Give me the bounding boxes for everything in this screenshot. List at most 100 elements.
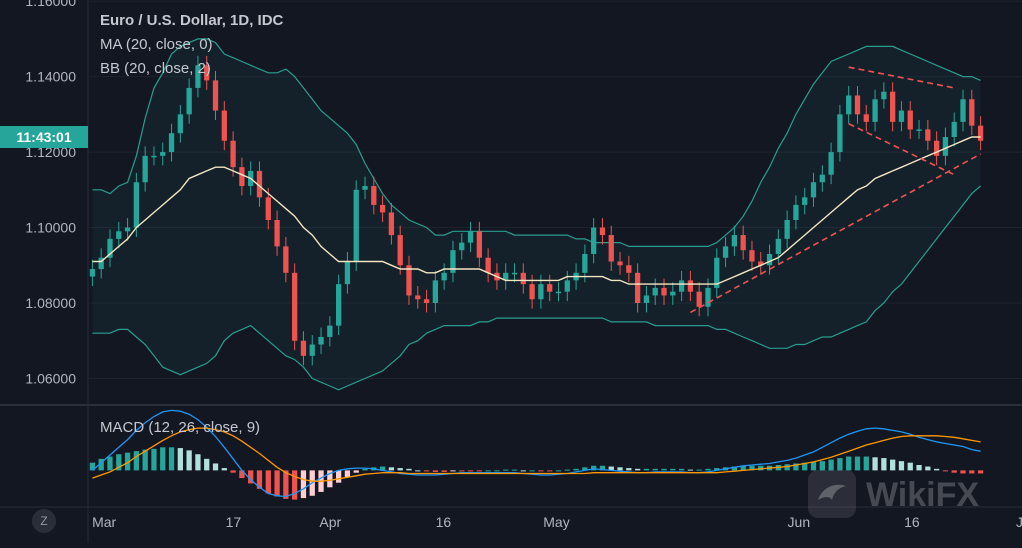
candle-body [819, 174, 825, 183]
macd-histogram-bar [846, 456, 852, 471]
macd-histogram-bar [388, 467, 395, 471]
macd-histogram-bar [467, 470, 474, 472]
macd-histogram-bar [977, 470, 984, 474]
macd-histogram-bar [529, 470, 535, 472]
candle-body [344, 261, 351, 285]
ma-line [92, 136, 981, 285]
bb-upper-line [92, 38, 981, 247]
candle-body [564, 280, 570, 292]
macd-histogram-bar [423, 470, 430, 472]
macd-histogram-bar [221, 468, 227, 471]
candle-body [371, 186, 377, 205]
macd-histogram-bar [476, 470, 482, 472]
y-tick-label-4: 1.14000 [25, 69, 76, 85]
candle-body [678, 280, 685, 292]
macd-histogram-bar [450, 470, 456, 472]
macd-histogram-bar [327, 470, 333, 488]
macd-histogram-bar [555, 470, 562, 472]
macd-histogram-bar [802, 462, 808, 471]
trendline-flag-upper [848, 66, 955, 89]
candle-body [89, 269, 96, 277]
candle-body [335, 284, 342, 326]
macd-histogram-bar [459, 470, 465, 472]
macd-histogram-bar [890, 459, 896, 471]
candle-body [511, 272, 518, 275]
candle-body [758, 261, 764, 266]
macd-histogram-bar [239, 470, 245, 479]
macd-histogram-bar [107, 456, 113, 471]
candle-body [705, 287, 711, 307]
macd-histogram-bar [863, 456, 869, 471]
zoom-button[interactable]: Z [32, 509, 56, 533]
macd-histogram-bar [503, 469, 509, 471]
bb-fill [92, 38, 981, 390]
candle-body [907, 110, 913, 130]
candle-body [933, 140, 940, 156]
macd-histogram-bar [960, 470, 966, 474]
candle-body [670, 291, 676, 296]
candle-body [793, 204, 799, 220]
candle-body [292, 272, 298, 341]
macd-histogram-bar [160, 447, 166, 471]
candle-body [696, 291, 702, 307]
candle-body [810, 182, 817, 198]
candle-body [766, 253, 773, 266]
trendline-lower [690, 153, 981, 314]
candle-body [599, 227, 606, 236]
candle-body [608, 235, 614, 262]
macd-legend: MACD (12, 26, close, 9) [100, 419, 261, 436]
candle-body [124, 227, 131, 232]
candle-body [116, 231, 122, 239]
macd-histogram-bar [256, 470, 263, 489]
macd-histogram-bar [582, 467, 588, 471]
y-tick-label-1: 1.08000 [25, 295, 76, 311]
candle-body [837, 114, 843, 153]
macd-histogram-bar [248, 470, 254, 484]
candle-body [925, 129, 931, 141]
macd-histogram-bar [925, 466, 931, 471]
candle-body [538, 284, 544, 300]
macd-histogram-bar [661, 468, 667, 471]
candle-body [204, 65, 210, 81]
macd-histogram-bar [898, 461, 905, 471]
y-tick-label-2: 1.10000 [25, 220, 76, 236]
candle-body [432, 280, 439, 304]
candle-body [230, 140, 236, 168]
macd-histogram-bar [810, 461, 817, 471]
macd-histogram-bar [634, 468, 641, 471]
candle-body [846, 95, 852, 115]
candle-body [591, 227, 597, 254]
macd-histogram-bar [265, 470, 271, 494]
candle-body [969, 99, 975, 126]
candle-body [212, 80, 219, 111]
macd-histogram-bar [124, 452, 131, 471]
macd-histogram-bar [344, 470, 351, 478]
candle-body [485, 257, 491, 273]
candle-body [186, 87, 192, 115]
candle-body [195, 65, 201, 88]
bb-lower-line [92, 185, 981, 391]
candle-body [300, 340, 307, 356]
macd-histogram-bar [942, 470, 949, 472]
candle-body [423, 299, 430, 304]
x-tick-label-7: Jul [1016, 514, 1022, 530]
macd-histogram-bar [292, 470, 298, 500]
macd-histogram-bar [573, 468, 579, 471]
candle-body [555, 291, 562, 294]
macd-histogram-bar [608, 466, 614, 471]
candle-body [828, 152, 834, 175]
macd-histogram-bar [397, 468, 403, 471]
macd-histogram-bar [969, 470, 975, 474]
candle-body [133, 182, 140, 228]
candle-body [617, 261, 623, 266]
macd-histogram-bar [441, 470, 447, 472]
candle-body [397, 235, 403, 266]
macd-histogram-bar [591, 465, 597, 471]
macd-histogram-bar [854, 456, 861, 471]
candle-body [441, 272, 447, 281]
macd-histogram-bar [696, 469, 702, 471]
candle-body [784, 219, 790, 239]
candle-body [283, 246, 289, 273]
